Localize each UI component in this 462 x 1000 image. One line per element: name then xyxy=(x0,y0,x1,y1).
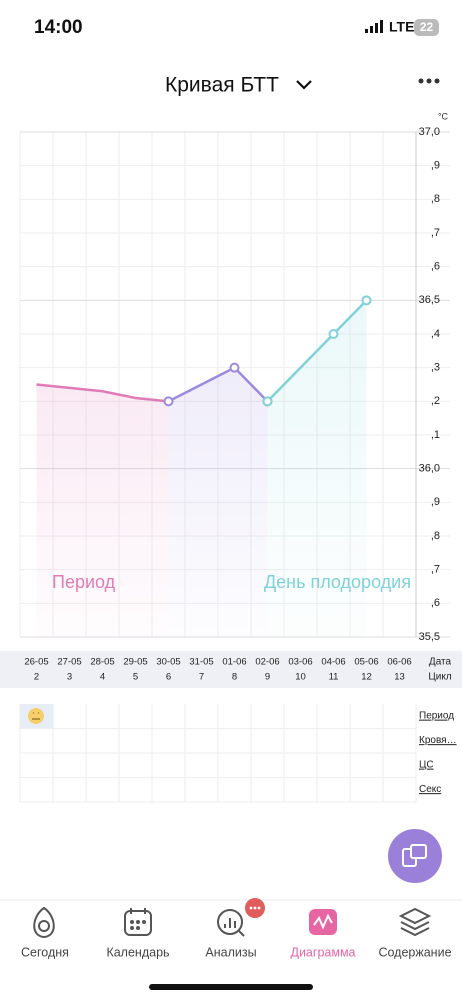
x-tick-label: 01-06 xyxy=(222,657,246,668)
x-tick-label: 05-06 xyxy=(354,657,378,668)
battery-icon xyxy=(414,19,439,36)
y-axis-unit: °C xyxy=(438,111,449,121)
x-tick-label: 02-06 xyxy=(255,657,279,668)
y-tick-label: ,1 xyxy=(431,429,440,441)
y-tick-label: ,7 xyxy=(431,227,440,239)
nav-label[interactable]: Диаграмма xyxy=(290,945,355,959)
chart: °C37,0,9,8,7,636,5,4,3,2,136,0,9,8,7,635… xyxy=(0,111,462,803)
area xyxy=(168,367,268,637)
x-tick-label: 27-05 xyxy=(57,657,81,668)
status-time: 14:00 xyxy=(34,17,83,38)
y-tick-label: ,9 xyxy=(431,496,440,508)
y-tick-label: ,3 xyxy=(431,362,440,374)
y-tick-label: 36,0 xyxy=(419,463,440,475)
tracking-row-label[interactable]: Секс xyxy=(419,784,441,795)
cycle-day: 2 xyxy=(34,672,39,683)
nav-label[interactable]: Анализы xyxy=(205,945,256,959)
cycle-day: 10 xyxy=(295,672,306,683)
y-tick-label: ,7 xyxy=(431,564,440,576)
area xyxy=(36,384,169,637)
icon-today xyxy=(33,906,55,939)
data-point xyxy=(163,396,174,407)
icon-diagram xyxy=(309,909,337,935)
nav-label[interactable]: Сегодня xyxy=(21,945,69,959)
mood-face xyxy=(32,712,40,720)
x-tick-label: 26-05 xyxy=(24,657,48,668)
cycle-day: 6 xyxy=(166,672,171,683)
battery-level: 22 xyxy=(420,20,434,34)
icon-analyses xyxy=(217,909,245,937)
row-label: Цикл xyxy=(428,672,451,683)
cycle-day: 7 xyxy=(199,672,204,683)
mood-icon xyxy=(28,708,44,724)
tracking-row-label[interactable]: Период xyxy=(419,711,454,722)
cycle-day: 13 xyxy=(394,672,405,683)
icon-content xyxy=(398,907,432,937)
cycle-day: 3 xyxy=(67,672,72,683)
y-tick-label: 35,5 xyxy=(419,631,440,643)
data-point xyxy=(262,396,273,407)
more-button[interactable] xyxy=(418,78,440,84)
x-tick-label: 06-06 xyxy=(387,657,411,668)
date-strip xyxy=(0,651,462,688)
phase-label: Период xyxy=(52,572,116,592)
home-indicator xyxy=(149,984,313,990)
y-tick-label: 37,0 xyxy=(419,126,440,138)
tracking-row-label[interactable]: Кровя… xyxy=(419,735,457,746)
cycle-day: 11 xyxy=(329,672,339,683)
y-tick-label: ,6 xyxy=(431,261,440,273)
data-point xyxy=(361,295,372,306)
y-tick-label: ,2 xyxy=(431,395,440,407)
cycle-day: 5 xyxy=(133,672,138,683)
x-tick-label: 03-06 xyxy=(288,657,312,668)
area xyxy=(267,300,367,637)
y-tick-label: 36,5 xyxy=(419,294,440,306)
icon-calendar xyxy=(124,908,152,936)
cycle-day: 9 xyxy=(265,672,270,683)
row-label: Дата xyxy=(429,657,452,668)
status-network: LTE xyxy=(389,19,414,35)
tracking-row-label[interactable]: ЦС xyxy=(419,760,434,771)
line xyxy=(36,383,169,403)
x-tick-label: 31-05 xyxy=(189,657,213,668)
data-point xyxy=(328,329,339,339)
y-tick-label: ,8 xyxy=(431,530,440,542)
nav-label[interactable]: Содержание xyxy=(378,945,451,959)
x-tick-label: 29-05 xyxy=(123,657,147,668)
data-point xyxy=(229,362,240,373)
cycle-day: 12 xyxy=(361,672,372,683)
y-tick-label: ,6 xyxy=(431,597,440,609)
x-tick-label: 30-05 xyxy=(156,657,180,668)
fab-icon xyxy=(402,844,427,867)
icon-diagram-line xyxy=(313,913,333,930)
signal-icon xyxy=(365,20,383,33)
cycle-day: 8 xyxy=(232,672,237,683)
bottom-nav: Сегодня Календарь Анализы Диаграмма Содержан… xyxy=(21,898,452,959)
y-tick-label: ,4 xyxy=(431,328,440,340)
x-tick-label: 28-05 xyxy=(90,657,114,668)
dropdown-chevron[interactable] xyxy=(296,80,312,90)
cycle-day: 4 xyxy=(100,672,105,683)
y-tick-label: ,8 xyxy=(431,193,440,205)
phase-label: День плодородия xyxy=(264,572,411,592)
x-tick-label: 04-06 xyxy=(321,657,345,668)
badge-dots xyxy=(249,906,261,910)
nav-label[interactable]: Календарь xyxy=(106,945,169,959)
y-tick-label: ,9 xyxy=(431,160,440,172)
header-title[interactable]: Кривая БТТ xyxy=(165,74,279,97)
